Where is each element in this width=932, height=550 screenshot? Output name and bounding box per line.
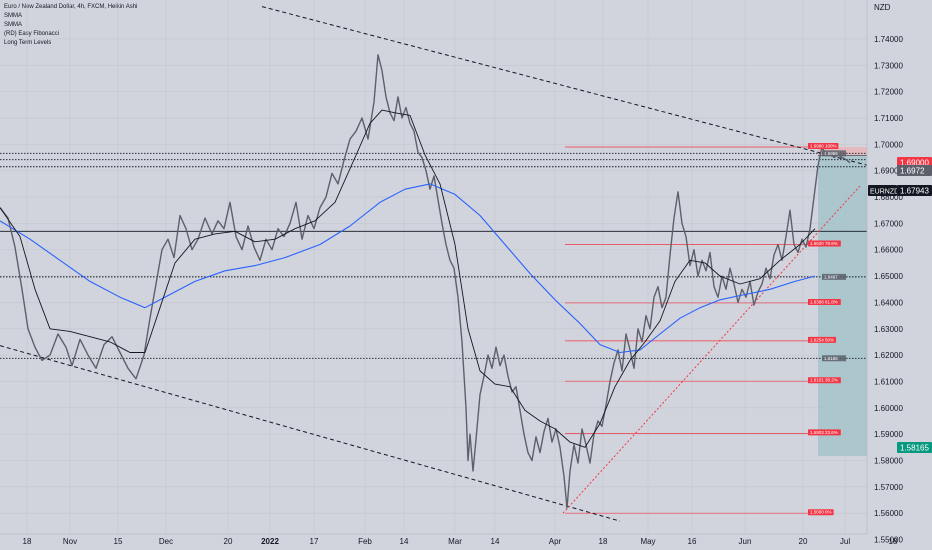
level-box-label: 1.6966 (824, 151, 838, 156)
time-tick-label: 20 (224, 537, 233, 546)
last-price-background (897, 185, 932, 196)
sl-price-label: 1.58165 (900, 444, 929, 453)
fib-label-background (808, 298, 841, 305)
fib-level-label: 1.6101 38.2% (810, 378, 838, 383)
time-tick-label: 14 (400, 537, 409, 546)
legend-title: Euro / New Zealand Dollar, 4h, FXCM, Hei… (4, 4, 138, 10)
level-box-background (822, 273, 846, 280)
fib-label-background (808, 336, 836, 343)
fib-level-label: 1.5600 0% (810, 510, 832, 515)
partial-price-tag: 1.6972 (897, 165, 932, 176)
sl-tag-background (897, 442, 932, 453)
price-axis[interactable]: 1.74000 1.73000 1.72000 1.71000 1.70000 1.690… (874, 35, 903, 545)
time-tick-label: 18 (599, 537, 608, 546)
legend-indicator-smma-1[interactable]: SMMA (4, 13, 22, 19)
price-tick-label: 1.62000 (874, 351, 903, 360)
symbol-label: EURNZD (870, 189, 899, 196)
take-profit-zone (818, 147, 878, 156)
symbol-tag-background (868, 185, 897, 196)
fib-label-background (808, 143, 839, 150)
tp-price-label: 1.69000 (900, 159, 929, 168)
legend-indicator-smma-2[interactable]: SMMA (4, 22, 22, 28)
upper-trendline (261, 6, 871, 167)
horizontal-levels (0, 152, 867, 359)
lower-trendline (0, 345, 621, 522)
price-tick-label: 1.70000 (874, 140, 903, 149)
price-tick-label: 1.57000 (874, 483, 903, 492)
price-tick-label: 1.61000 (874, 377, 903, 386)
level-box-label: 1.6188 (824, 356, 838, 361)
fibonacci-levels (565, 146, 825, 514)
legend-indicator-levels[interactable]: Long Term Levels (4, 40, 52, 46)
price-axis-background (867, 0, 932, 550)
sl-price-tag: 1.58165 (897, 442, 932, 453)
partial-price-label: 1.6972 (900, 167, 925, 176)
fib-level-label: 1.6990 100% (810, 144, 837, 149)
fib-label-background (808, 429, 841, 436)
price-tick-label: 1.74000 (874, 35, 903, 44)
price-tick-label: 1.66000 (874, 246, 903, 255)
last-price-label: 1.67943 (900, 187, 929, 196)
currency-label: NZD (874, 3, 891, 12)
fib-label-background (808, 240, 841, 247)
price-tick-label: 1.56000 (874, 509, 903, 518)
level-box-label: 1.6497 (824, 274, 838, 279)
time-tick-label: Apr (549, 537, 562, 546)
time-tick-label: 15 (114, 537, 123, 546)
trendlines (0, 6, 871, 522)
time-tick-label: 18 (889, 537, 898, 546)
price-tick-label: 1.68000 (874, 193, 903, 202)
chart-legend: Euro / New Zealand Dollar, 4h, FXCM, Hei… (4, 3, 137, 48)
price-line (0, 54, 851, 509)
time-tick-label: 20 (799, 537, 808, 546)
price-tick-label: 1.59000 (874, 430, 903, 439)
partial-tag-background (897, 165, 932, 176)
time-tick-label: 14 (491, 537, 500, 546)
fib-level-label: 1.5903 23.6% (810, 430, 838, 435)
price-tick-label: 1.71000 (874, 114, 903, 123)
time-tick-label: Jun (739, 537, 752, 546)
rising-trendline (562, 185, 861, 514)
time-axis-background (0, 534, 932, 550)
chart-grid (0, 0, 867, 540)
level-boxes: 1.6966 1.6497 1.6188 (822, 150, 846, 362)
level-box-background (822, 355, 846, 362)
fib-level-label: 1.6398 61.8% (810, 299, 838, 304)
fibonacci-labels: 1.6990 100% 1.6620 78.6% 1.6398 61.8% 1.625… (808, 143, 841, 516)
smma-fast-line (0, 109, 816, 448)
fib-level-label: 1.6620 78.6% (810, 241, 838, 246)
time-tick-label: May (640, 537, 655, 546)
time-tick-label: 17 (310, 537, 319, 546)
price-tick-label: 1.72000 (874, 88, 903, 97)
price-tick-label: 1.65000 (874, 272, 903, 281)
price-tick-label: 1.58000 (874, 456, 903, 465)
time-tick-label: Jul (840, 537, 850, 546)
price-tick-label: 1.64000 (874, 298, 903, 307)
smma-slow-line (0, 183, 816, 354)
price-tick-label: 1.60000 (874, 404, 903, 413)
price-tick-label: 1.69000 (874, 167, 903, 176)
price-tick-label: 1.63000 (874, 325, 903, 334)
price-tick-label: 1.73000 (874, 61, 903, 70)
fib-label-background (808, 377, 841, 384)
legend-indicator-fibonacci[interactable]: (RD) Easy Fibonacci (4, 31, 60, 37)
time-tick-label: Mar (448, 537, 462, 546)
price-series (0, 54, 851, 509)
time-tick-label: 16 (688, 537, 697, 546)
time-tick-label: 18 (23, 537, 32, 546)
time-tick-label: 2022 (261, 537, 279, 546)
time-tick-label: Dec (159, 537, 173, 546)
fib-level-label: 1.6254 50% (810, 337, 834, 342)
time-axis[interactable]: 18 Nov 15 Dec 20 2022 17 Feb 14 Mar 14 Apr 18 May 16 Ju… (23, 537, 898, 546)
symbol-price-tag: EURNZD 1.67943 (868, 185, 932, 196)
price-tick-label: 1.55000 (874, 536, 903, 545)
level-box-background (822, 150, 846, 157)
fib-label-background (808, 509, 834, 516)
time-tick-label: Feb (358, 537, 372, 546)
time-tick-label: Nov (63, 537, 77, 546)
price-tick-label: 1.67000 (874, 219, 903, 228)
